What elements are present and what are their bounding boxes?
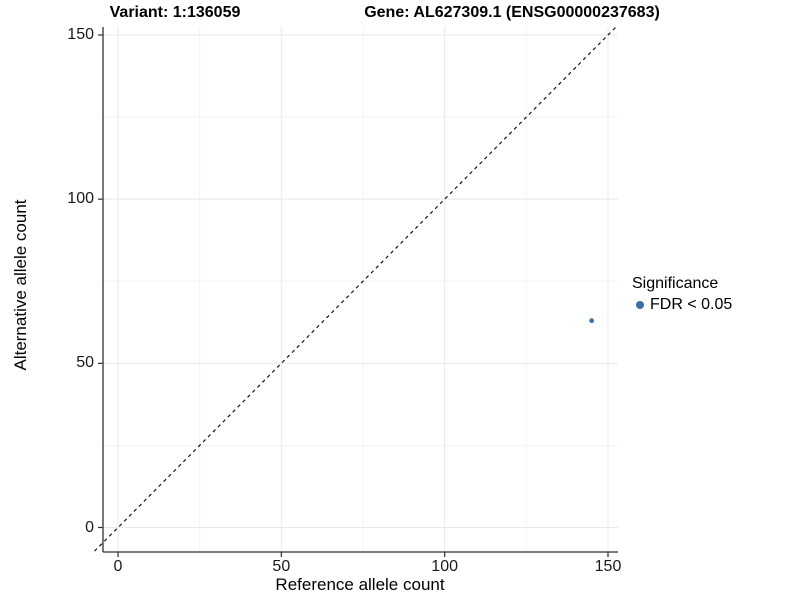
data-point [589,318,595,324]
identity-reference-line [94,26,617,552]
x-tick-label: 0 [113,558,123,575]
y-tick-label: 100 [67,190,94,208]
x-tick-label: 100 [431,558,459,575]
x-tick-label: 150 [594,558,622,575]
x-tick-label: 50 [272,558,291,575]
y-tick-label: 50 [76,354,94,372]
legend-point-icon [636,301,644,309]
gene-title: Gene: AL627309.1 (ENSG00000237683) [364,4,660,21]
y-axis-label: Alternative allele count [11,199,30,371]
legend-item: FDR < 0.05 [636,296,732,314]
legend-item-label: FDR < 0.05 [650,296,733,313]
variant-title: Variant: 1:136059 [109,4,241,21]
legend-title: Significance [632,275,719,292]
legend: Significance FDR < 0.05 [632,275,732,314]
y-tick-label: 0 [85,518,94,536]
x-axis-label: Reference allele count [275,575,445,594]
y-tick-label: 150 [67,26,94,43]
